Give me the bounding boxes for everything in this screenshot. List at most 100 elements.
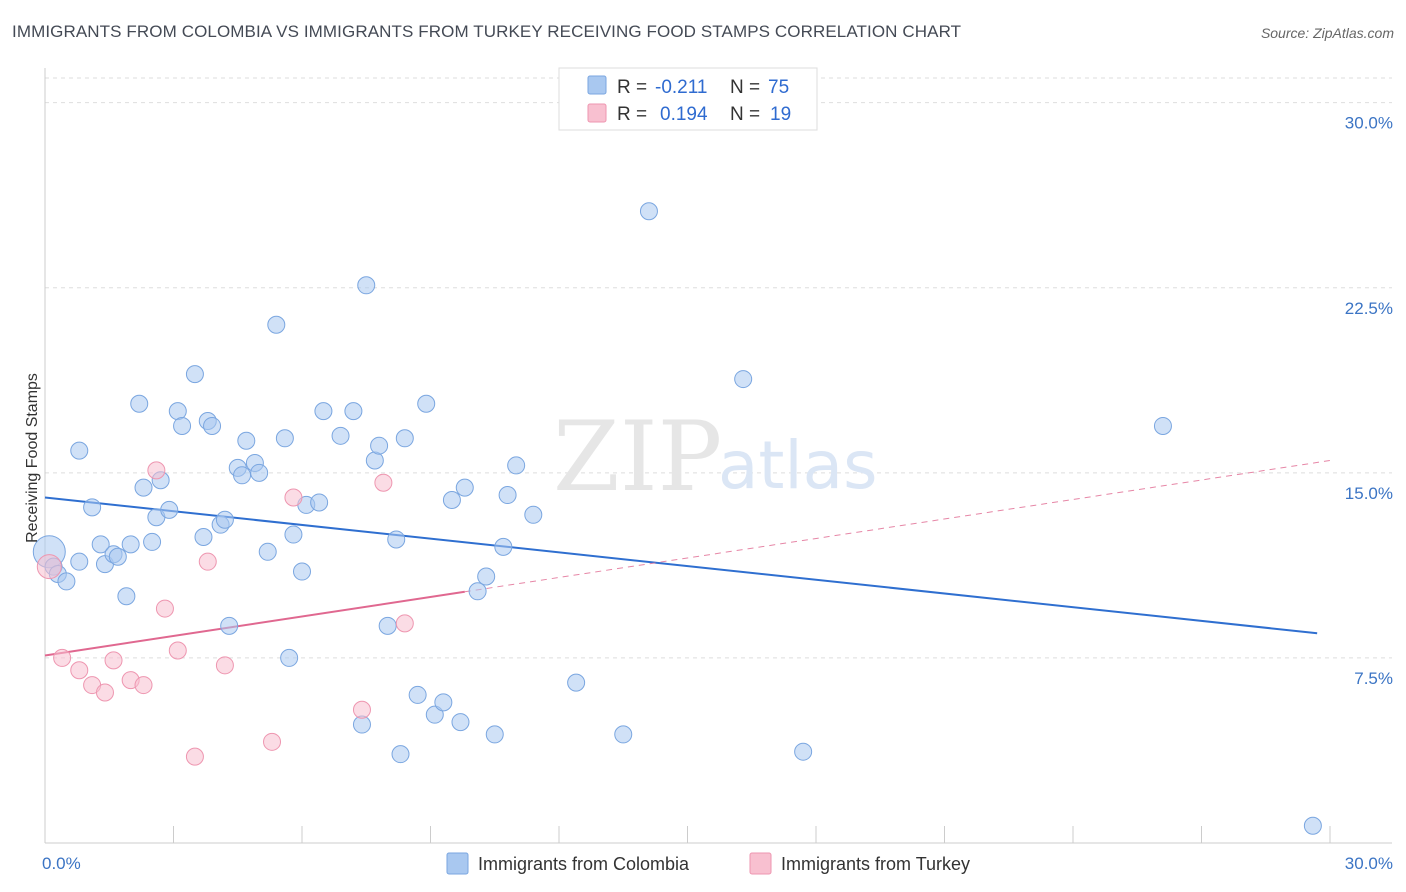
colombia-point-70	[794, 742, 813, 761]
colombia-point-42	[331, 426, 350, 445]
turkey-point-1	[53, 648, 72, 667]
y-tick-label-2: 22.5%	[1345, 299, 1393, 318]
legend-r-value-colombia: -0.211	[655, 77, 707, 98]
trend-lines	[44, 460, 1331, 657]
legend-r-label-turkey: R =	[617, 104, 647, 125]
colombia-point-12	[121, 535, 140, 554]
turkey-point-14	[263, 732, 282, 751]
legend-n-label-turkey: N =	[730, 104, 760, 125]
colombia-point-4	[70, 552, 89, 571]
turkey-trend-line	[44, 590, 465, 657]
colombia-point-7	[91, 535, 110, 554]
colombia-point-67	[614, 725, 633, 744]
legend-r-value-turkey: 0.194	[660, 104, 708, 125]
colombia-point-36	[280, 648, 299, 667]
turkey-point-18	[395, 614, 414, 633]
y-tick-label-1: 15.0%	[1345, 484, 1393, 503]
colombia-point-34	[267, 315, 286, 334]
colombia-point-49	[387, 530, 406, 549]
colombia-point-3	[57, 572, 76, 591]
turkey-point-5	[104, 651, 123, 670]
turkey-point-12	[198, 552, 217, 571]
colombia-point-38	[293, 562, 311, 581]
colombia-point-13	[130, 394, 149, 413]
colombia-point-27	[220, 616, 239, 635]
colombia-point-50	[391, 745, 410, 764]
colombia-point-47	[370, 436, 389, 455]
x-tick-label-max: 30.0%	[1345, 854, 1393, 873]
colombia-point-35	[275, 429, 294, 448]
data-points	[32, 202, 1322, 835]
colombia-point-33	[258, 542, 277, 561]
colombia-point-66	[567, 673, 586, 692]
turkey-point-0	[36, 554, 62, 580]
colombia-point-6	[83, 498, 102, 517]
colombia-point-56	[442, 490, 461, 509]
legend-r-label-colombia: R =	[617, 77, 647, 98]
colombia-point-41	[314, 402, 333, 421]
x-tick-label-min: 0.0%	[42, 854, 81, 873]
colombia-point-10	[108, 547, 127, 566]
colombia-point-65	[524, 505, 543, 524]
colombia-point-46	[365, 451, 384, 470]
colombia-point-54	[425, 705, 444, 724]
colombia-point-40	[310, 493, 329, 512]
watermark: ZIP atlas	[553, 401, 878, 513]
colombia-point-22	[194, 528, 213, 546]
colombia-point-64	[507, 456, 526, 475]
colombia-point-59	[468, 582, 487, 601]
turkey-point-17	[374, 473, 393, 492]
colombia-point-20	[173, 416, 192, 435]
colombia-point-18	[160, 500, 179, 519]
turkey-point-15	[284, 488, 303, 507]
colombia-point-37	[284, 525, 303, 544]
turkey-point-8	[147, 461, 166, 480]
turkey-point-4	[95, 683, 114, 702]
watermark-zip: ZIP	[553, 401, 722, 513]
bottom-legend-swatch-turkey	[749, 852, 772, 875]
colombia-point-53	[417, 394, 436, 413]
colombia-point-48	[378, 616, 397, 635]
turkey-point-13	[215, 656, 234, 675]
legend-n-value-colombia: 75	[768, 77, 789, 98]
colombia-point-51	[395, 429, 414, 448]
colombia-point-45	[357, 276, 376, 295]
colombia-point-30	[237, 431, 256, 450]
legend-swatch-turkey	[587, 103, 607, 123]
colombia-point-72	[1303, 816, 1322, 835]
bottom-legend-swatch-colombia	[446, 852, 469, 875]
colombia-point-58	[455, 478, 474, 497]
colombia-point-21	[185, 365, 204, 384]
colombia-point-61	[485, 725, 504, 744]
colombia-point-68	[639, 202, 658, 221]
bottom-legend: Immigrants from Colombia Immigrants from…	[446, 852, 970, 875]
legend-n-value-turkey: 19	[770, 104, 791, 125]
turkey-point-9	[155, 599, 174, 618]
legend-n-label-colombia: N =	[730, 77, 760, 98]
colombia-point-5	[70, 441, 89, 460]
turkey-point-11	[185, 747, 204, 766]
legend: R = -0.211 N = 75 R = 0.194 N = 19	[558, 67, 818, 131]
turkey-trend-extension	[464, 460, 1331, 593]
turkey-point-16	[352, 700, 371, 719]
colombia-trend-line	[44, 496, 1318, 635]
y-tick-label-0: 7.5%	[1354, 669, 1393, 688]
colombia-point-14	[134, 478, 153, 497]
colombia-point-26	[215, 510, 234, 529]
legend-swatch-colombia	[587, 75, 607, 95]
colombia-point-57	[451, 713, 470, 732]
colombia-point-69	[734, 370, 753, 389]
colombia-point-11	[117, 587, 136, 606]
turkey-point-7	[134, 676, 153, 695]
colombia-point-29	[233, 466, 252, 485]
colombia-point-55	[434, 693, 453, 712]
bottom-legend-label-turkey: Immigrants from Turkey	[781, 854, 970, 874]
y-tick-label-3: 30.0%	[1345, 114, 1393, 133]
axes: 7.5% 15.0% 22.5% 30.0% 0.0% 30.0%	[42, 68, 1393, 873]
colombia-point-43	[344, 402, 363, 421]
turkey-point-2	[70, 661, 89, 680]
colombia-point-24	[203, 416, 222, 435]
colombia-point-71	[1153, 416, 1172, 435]
colombia-point-32	[250, 463, 269, 482]
